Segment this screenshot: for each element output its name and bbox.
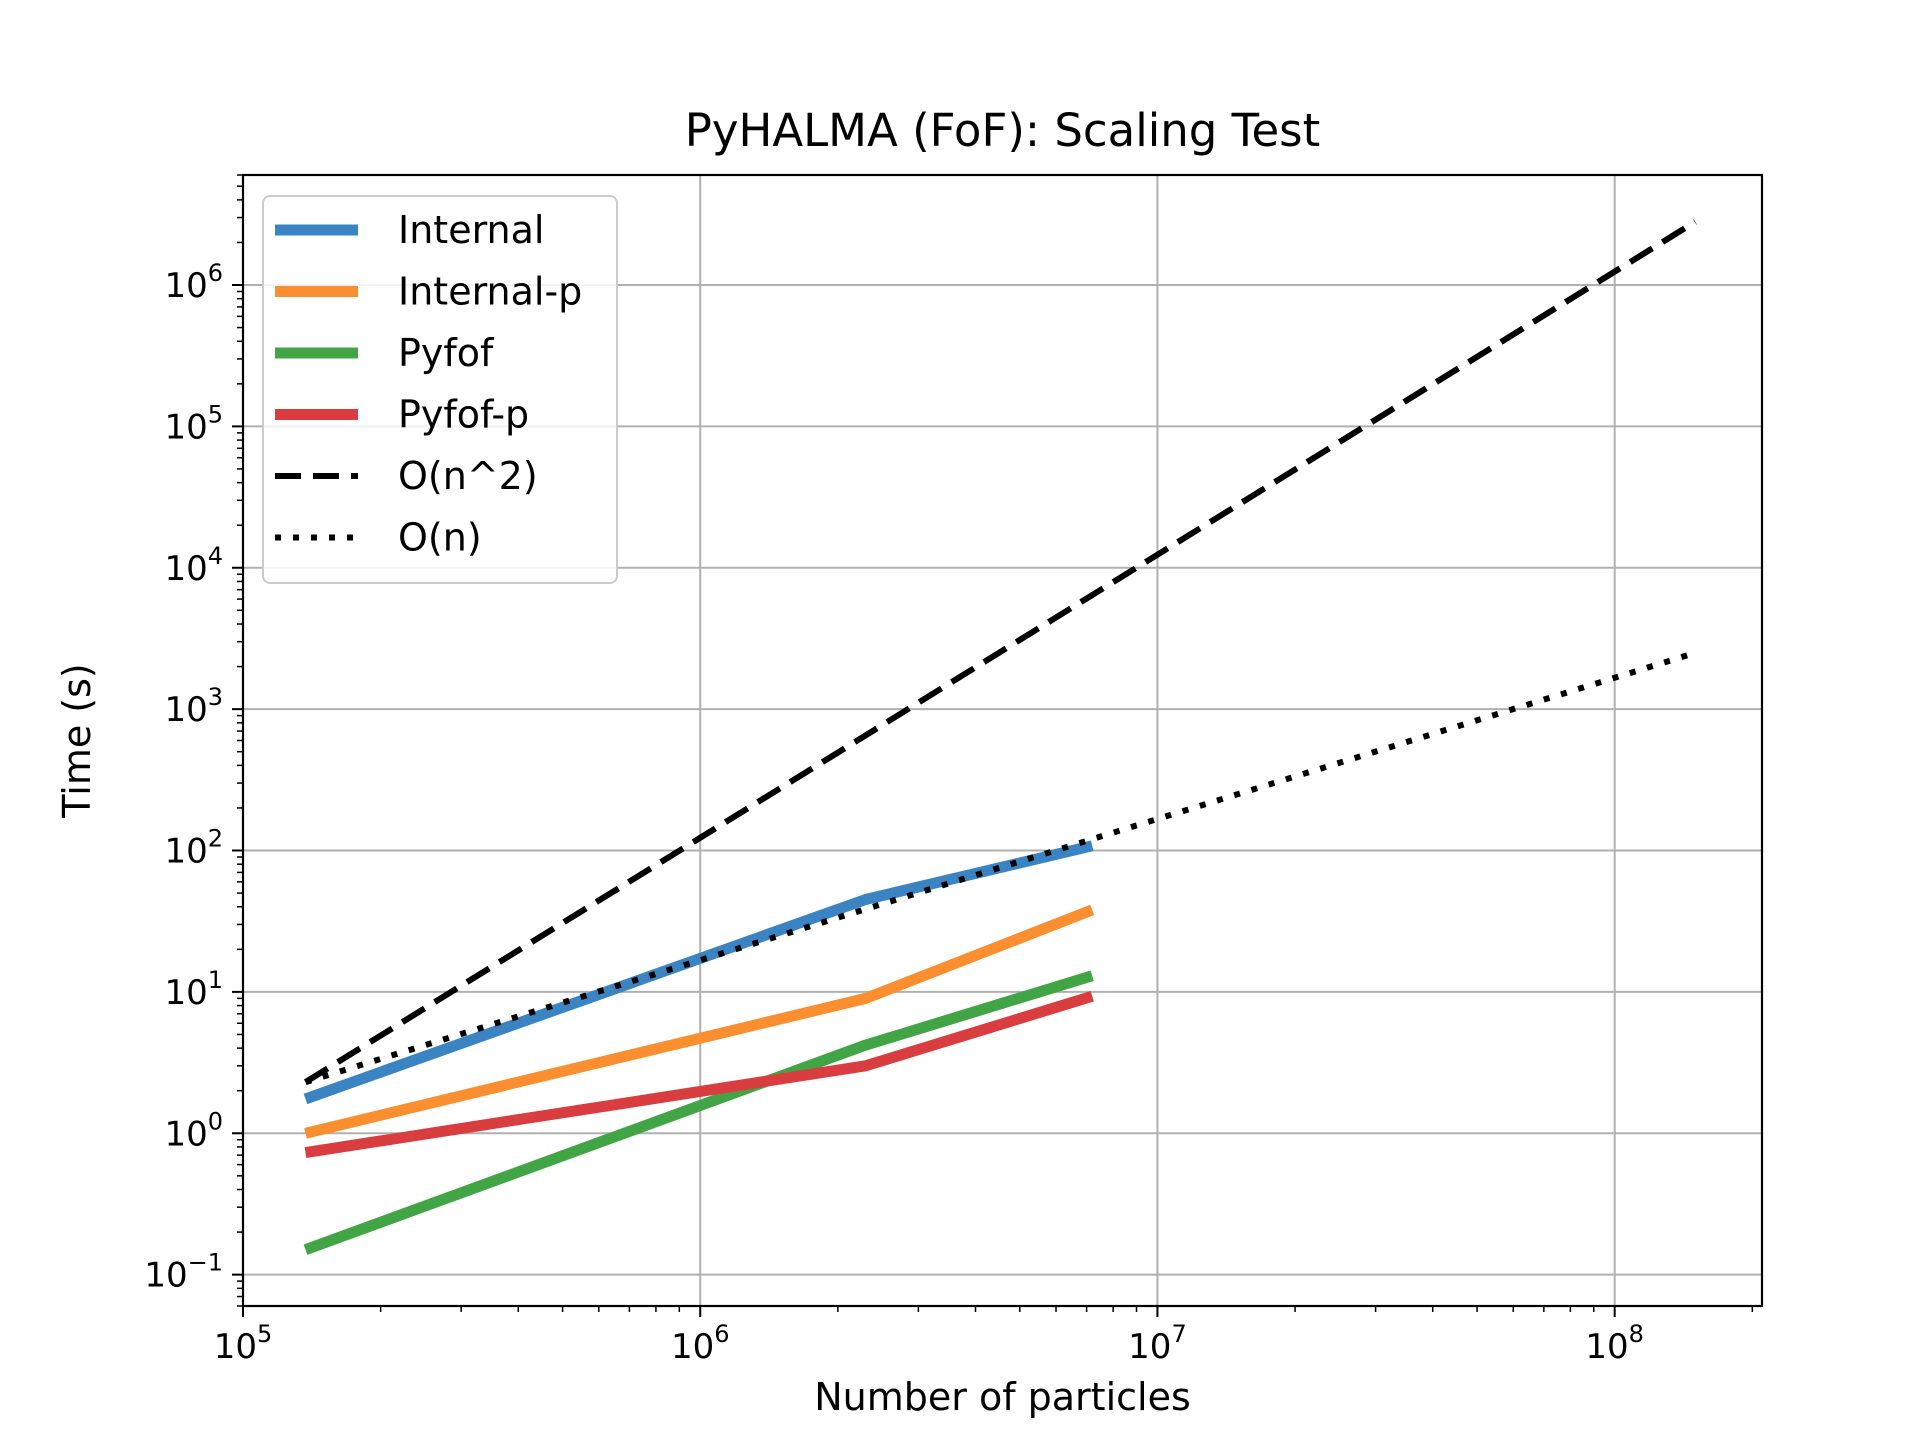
grid-lines xyxy=(242,175,1762,1306)
y-tick-label: 106 xyxy=(164,259,223,306)
series-lines xyxy=(303,219,1697,1255)
major-ticks xyxy=(232,284,1616,1317)
plot-frame xyxy=(241,173,1764,1308)
x-axis-label: Number of particles xyxy=(814,1375,1191,1419)
y-tick-label: 104 xyxy=(164,542,223,589)
legend-label-pyfof: Pyfof xyxy=(398,331,495,375)
y-tick-labels: 10−1 100 101 102 103 104 105 106 xyxy=(144,259,223,1296)
legend: Internal Internal-p Pyfof Pyfof-p O(n^2) O(n) xyxy=(262,195,618,584)
y-axis-label: Time (s) xyxy=(55,663,99,819)
y-tick-label: 103 xyxy=(164,683,223,730)
series-line-internal-p xyxy=(304,904,1095,1139)
legend-label-internal-p: Internal-p xyxy=(398,270,582,314)
series-line-o-n-2 xyxy=(303,219,1697,1085)
x-tick-label: 108 xyxy=(1585,1320,1644,1367)
y-tick-label: 101 xyxy=(164,966,223,1013)
y-tick-label: 10−1 xyxy=(144,1249,223,1296)
legend-label-internal: Internal xyxy=(398,208,544,252)
x-tick-labels: 105 106 107 108 xyxy=(214,1320,1644,1367)
x-tick-label: 107 xyxy=(1128,1320,1187,1367)
series-line-pyfof xyxy=(303,970,1094,1255)
chart-title: PyHALMA (FoF): Scaling Test xyxy=(685,104,1321,157)
legend-label-o-n: O(n) xyxy=(398,516,482,560)
legend-label-o-n-2: O(n^2) xyxy=(398,454,538,498)
x-tick-label: 105 xyxy=(214,1320,273,1367)
legend-label-pyfof-p: Pyfof-p xyxy=(398,393,529,437)
y-tick-label: 100 xyxy=(164,1107,223,1154)
y-tick-label: 102 xyxy=(164,825,223,872)
x-tick-label: 106 xyxy=(671,1320,730,1367)
series-line-pyfof-p xyxy=(304,991,1094,1159)
y-tick-label: 105 xyxy=(164,400,223,447)
